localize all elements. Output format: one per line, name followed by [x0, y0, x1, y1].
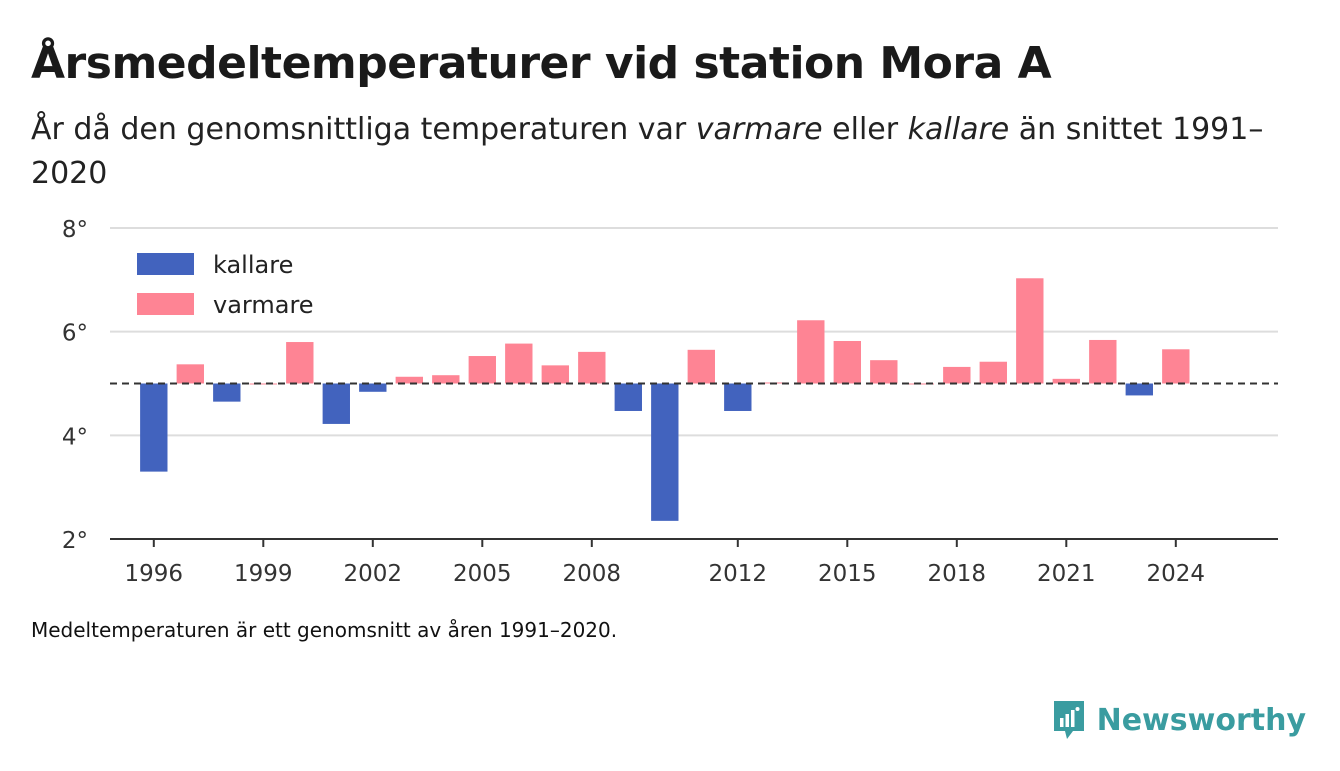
- brand-name: Newsworthy: [1096, 702, 1306, 738]
- bar-1996: [140, 383, 168, 472]
- bar-1998: [213, 383, 241, 402]
- bar-2009: [614, 383, 642, 411]
- bar-2014: [797, 320, 825, 384]
- bar-2012: [724, 383, 752, 411]
- legend-label-varmare: varmare: [213, 291, 314, 319]
- y-tick-label: 6°: [62, 321, 88, 347]
- legend-label-kallare: kallare: [213, 251, 293, 279]
- bar-chart: 2° 4° 6° 8° 1996 1999 2002 2005 2008 2012 2015 201…: [62, 217, 1278, 587]
- legend-swatch-kallare: [137, 253, 194, 275]
- bar-2019: [979, 361, 1007, 384]
- newsworthy-logo-icon: [1053, 701, 1084, 739]
- bar-2015: [833, 340, 861, 384]
- bar-2016: [870, 360, 898, 384]
- bar-2024: [1162, 349, 1190, 384]
- brand-logo: Newsworthy: [1051, 698, 1306, 742]
- subtitle-emphasis-colder: kallare: [907, 112, 1010, 147]
- subtitle-text-3: än snittet 1991–2020: [31, 112, 1264, 191]
- bar-2005: [468, 356, 496, 384]
- bar-2008: [578, 351, 606, 384]
- subtitle-text-2: eller: [822, 112, 908, 147]
- legend: kallare varmare: [128, 242, 328, 328]
- bar-2000: [286, 342, 314, 384]
- bar-2018: [943, 366, 971, 384]
- x-tick-label: 2018: [928, 561, 987, 587]
- x-tick-label: 2012: [709, 561, 768, 587]
- bar-2020: [1016, 278, 1044, 384]
- x-axis: 1996 1999 2002 2005 2008 2012 2015 2018 2021 2024: [110, 538, 1278, 587]
- x-tick-label: 2008: [563, 561, 622, 587]
- bar-2006: [505, 343, 533, 384]
- x-tick-label: 2005: [453, 561, 512, 587]
- y-axis: 2° 4° 6° 8°: [62, 217, 88, 554]
- x-tick-label: 1996: [125, 561, 184, 587]
- x-tick-label: 2024: [1147, 561, 1206, 587]
- bars: [140, 278, 1190, 521]
- bar-2002: [359, 383, 387, 392]
- legend-swatch-varmare: [137, 293, 194, 315]
- x-tick-label: 2002: [344, 561, 403, 587]
- x-tick-label: 2021: [1037, 561, 1096, 587]
- bar-2023: [1125, 383, 1153, 396]
- gridlines: [110, 227, 1278, 437]
- chart-subtitle: År då den genomsnittliga temperaturen va…: [31, 108, 1271, 196]
- bar-1999: [249, 383, 277, 385]
- bar-2021: [1052, 378, 1080, 384]
- bar-2007: [541, 365, 569, 384]
- subtitle-text-1: År då den genomsnittliga temperaturen va…: [31, 112, 696, 147]
- subtitle-emphasis-warmer: varmare: [695, 112, 823, 147]
- bar-2001: [322, 383, 350, 424]
- bar-2022: [1089, 339, 1117, 384]
- bar-2011: [687, 349, 715, 384]
- chart-title: Årsmedeltemperaturer vid station Mora A: [31, 38, 1052, 89]
- bar-2003: [395, 376, 423, 384]
- y-tick-label: 2°: [62, 528, 88, 554]
- x-tick-label: 1999: [234, 561, 293, 587]
- y-tick-label: 4°: [62, 424, 88, 450]
- bar-2010: [651, 383, 679, 521]
- bar-2004: [432, 375, 460, 384]
- x-tick-label: 2015: [818, 561, 877, 587]
- y-tick-label: 8°: [62, 217, 88, 243]
- footnote: Medeltemperaturen är ett genomsnitt av å…: [31, 618, 618, 642]
- bar-1997: [176, 364, 204, 384]
